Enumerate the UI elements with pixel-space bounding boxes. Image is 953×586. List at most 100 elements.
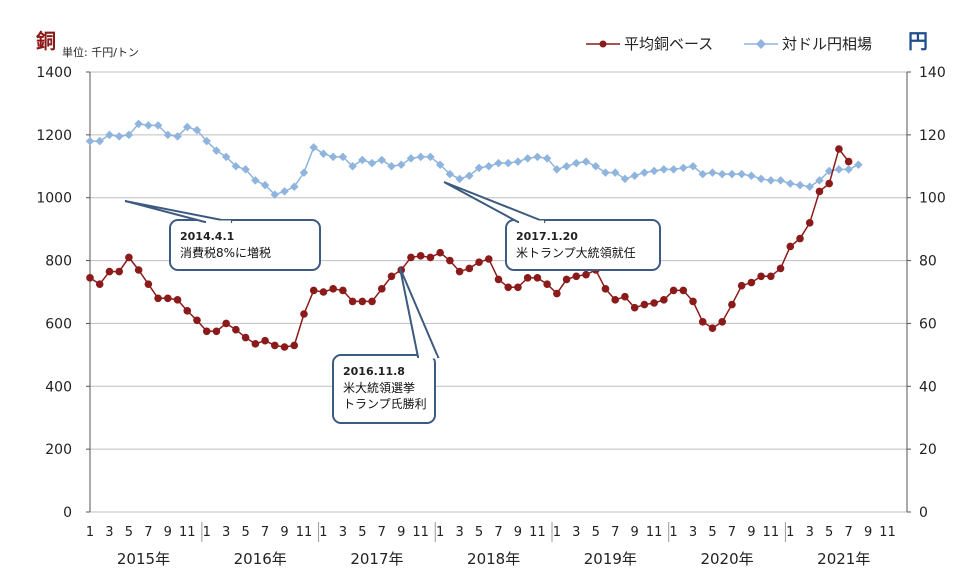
copper-point xyxy=(309,286,318,295)
copper-point xyxy=(747,278,756,287)
copper-point xyxy=(757,272,765,281)
fx-point xyxy=(620,174,630,184)
x-tick-label: 11 xyxy=(646,525,663,540)
fx-point xyxy=(610,168,620,177)
year-label: 2021年 xyxy=(817,550,870,568)
fx-point xyxy=(484,162,494,171)
callout-pointer xyxy=(124,200,233,223)
fx-point xyxy=(494,158,503,168)
fx-point xyxy=(124,130,134,140)
x-tick-label: 1 xyxy=(669,525,677,540)
x-tick-label: 9 xyxy=(747,525,755,540)
fx-point xyxy=(163,130,173,140)
left-tick-label: 800 xyxy=(45,254,72,270)
x-tick-label: 3 xyxy=(339,525,347,540)
copper-point xyxy=(125,253,133,262)
fx-point xyxy=(708,168,717,177)
fx-point xyxy=(319,149,328,158)
right-tick-label: 20 xyxy=(919,442,937,458)
left-tick-label: 600 xyxy=(45,316,72,332)
left-axis-title: 銅 xyxy=(36,29,56,53)
copper-point xyxy=(377,285,386,293)
copper-point xyxy=(572,272,581,281)
x-tick-label: 5 xyxy=(708,525,716,540)
copper-point xyxy=(621,292,629,301)
copper-point xyxy=(86,274,94,282)
fx-point xyxy=(591,162,601,171)
x-tick-label: 3 xyxy=(455,525,463,540)
fx-point xyxy=(328,152,338,162)
copper-point xyxy=(426,253,435,262)
fx-point xyxy=(805,182,814,191)
fx-point xyxy=(465,171,474,180)
copper-point xyxy=(679,286,688,295)
callout-text: 米トランプ大統領就任 xyxy=(516,245,636,260)
x-tick-label: 7 xyxy=(144,525,152,540)
legend-copper-marker xyxy=(599,40,607,48)
copper-point xyxy=(650,299,658,307)
copper-point xyxy=(232,325,240,334)
fx-point xyxy=(377,155,387,165)
callout-date: 2014.4.1 xyxy=(180,230,234,243)
x-tick-label: 3 xyxy=(689,525,697,540)
copper-point xyxy=(134,266,143,274)
callout-pointer xyxy=(399,267,440,358)
left-axis-unit: 単位: 千円/トン xyxy=(62,45,139,59)
callout-pointer xyxy=(443,181,546,223)
copper-point xyxy=(105,267,114,276)
copper-point xyxy=(173,296,182,304)
copper-point xyxy=(562,275,571,284)
copper-point xyxy=(553,289,561,298)
fx-point xyxy=(416,152,425,162)
callout-box xyxy=(505,219,661,271)
fx-point xyxy=(727,169,737,179)
callouts: 2014.4.1 消費税8%に増税 2016.11.8米大統領選挙トランプ氏勝利20… xyxy=(124,181,661,424)
callout: 2014.4.1 消費税8%に増税 xyxy=(124,200,321,271)
left-axis-ticks: 0 200 400 600 800 1000 1200 1400 xyxy=(36,65,90,521)
x-tick-label: 7 xyxy=(261,525,269,540)
fx-point xyxy=(260,180,270,190)
copper-point xyxy=(387,272,396,281)
left-tick-label: 1200 xyxy=(36,128,72,144)
fx-point xyxy=(134,119,143,129)
x-tick-label: 1 xyxy=(553,525,561,540)
copper-point xyxy=(348,297,357,306)
callout-text: 消費税8%に増税 xyxy=(180,245,271,260)
fx-point xyxy=(854,160,863,169)
x-tick-label: 1 xyxy=(786,525,794,540)
fx-point xyxy=(348,162,357,171)
right-axis-title: 円 xyxy=(908,29,928,53)
fx-point xyxy=(406,154,416,163)
legend-fx-label: 対ドル円相場 xyxy=(782,35,872,53)
copper-point xyxy=(154,294,162,303)
fx-point xyxy=(95,136,104,146)
fx-point xyxy=(309,143,318,152)
copper-point xyxy=(796,234,804,243)
x-tick-label: 11 xyxy=(179,525,196,540)
x-tick-label: 3 xyxy=(105,525,113,540)
copper-point xyxy=(776,264,785,273)
fx-point xyxy=(183,122,192,132)
copper-point xyxy=(484,255,493,263)
copper-point xyxy=(164,294,172,303)
year-label: 2015年 xyxy=(117,550,170,568)
fx-point xyxy=(523,154,532,163)
x-tick-label: 1 xyxy=(86,525,94,540)
x-tick-label: 9 xyxy=(164,525,172,540)
fx-point xyxy=(280,187,289,196)
copper-point xyxy=(669,286,678,295)
x-tick-label: 5 xyxy=(475,525,483,540)
callout-box xyxy=(169,219,321,271)
fx-point xyxy=(533,152,542,162)
fx-point xyxy=(144,121,153,130)
legend-copper-label: 平均銅ベース xyxy=(624,35,713,53)
fx-point xyxy=(105,130,114,140)
x-tick-label: 7 xyxy=(845,525,853,540)
left-tick-label: 200 xyxy=(45,442,72,458)
fx-point xyxy=(435,160,445,169)
fx-point xyxy=(601,168,610,177)
copper-point xyxy=(708,324,717,332)
fx-point xyxy=(474,163,484,173)
copper-point xyxy=(630,303,639,312)
